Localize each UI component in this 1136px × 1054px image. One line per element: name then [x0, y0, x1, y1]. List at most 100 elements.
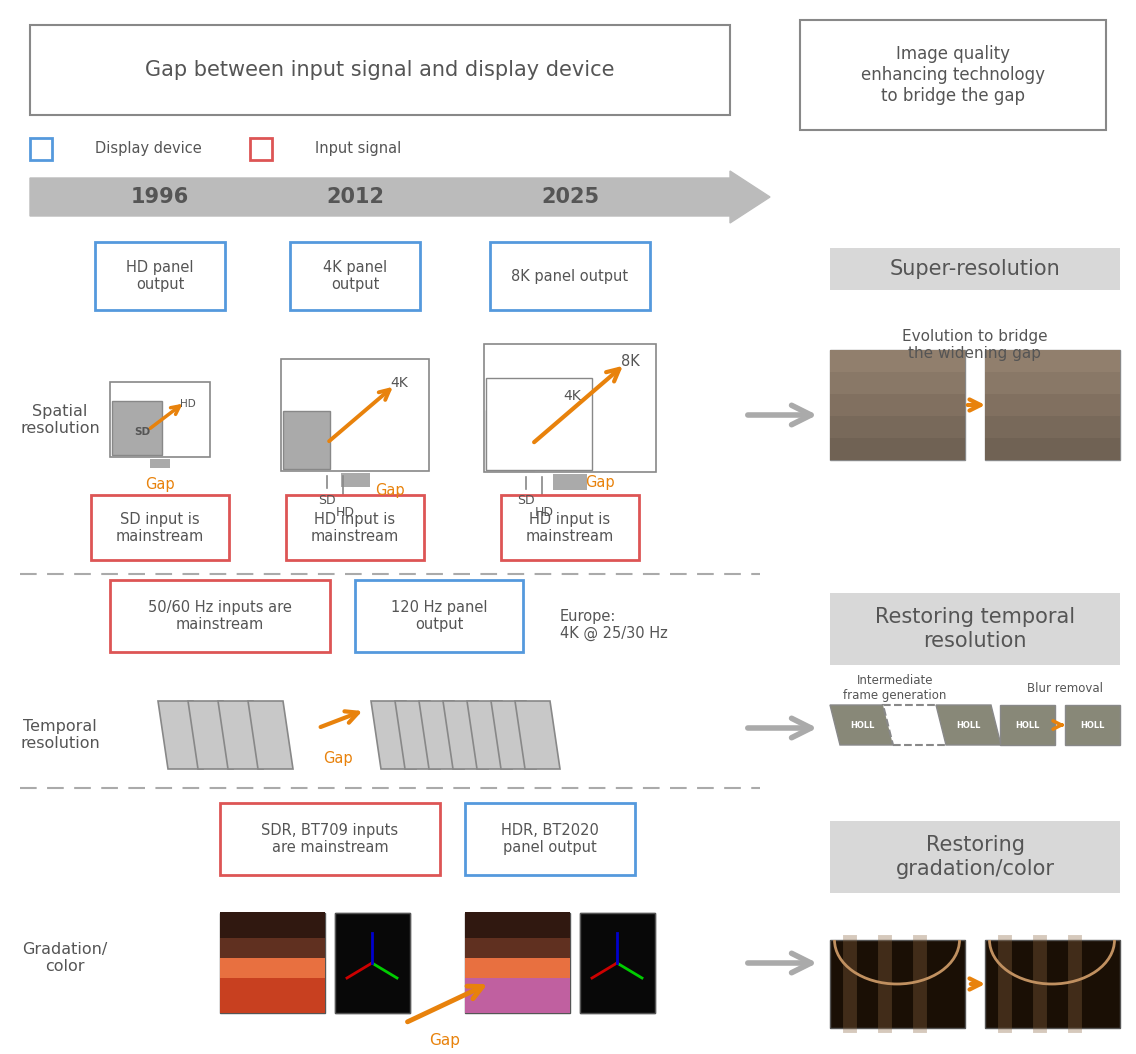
Bar	[95, 242, 225, 310]
Bar	[30, 138, 52, 160]
Text: Gap: Gap	[323, 750, 353, 765]
Bar	[830, 372, 964, 394]
Text: Display device: Display device	[95, 141, 202, 156]
Bar	[150, 458, 170, 468]
Text: Gap: Gap	[429, 1034, 460, 1049]
Bar	[281, 359, 429, 471]
Text: Temporal
resolution: Temporal resolution	[20, 719, 100, 752]
Bar	[830, 821, 1120, 893]
Bar	[220, 938, 325, 958]
Text: HOLL: HOLL	[955, 721, 980, 729]
Bar	[112, 401, 162, 455]
Bar	[830, 394, 964, 416]
Bar	[553, 474, 587, 490]
Bar	[830, 350, 964, 372]
Text: HD input is
mainstream: HD input is mainstream	[311, 512, 399, 544]
Text: HD: HD	[335, 506, 354, 519]
Text: Intermediate
frame generation: Intermediate frame generation	[843, 674, 946, 702]
Text: Spatial
resolution: Spatial resolution	[20, 404, 100, 436]
Bar	[985, 350, 1120, 372]
Bar	[465, 977, 570, 1013]
Bar	[250, 138, 272, 160]
Bar	[985, 416, 1120, 438]
Bar	[490, 242, 650, 310]
Bar	[465, 913, 570, 1013]
Bar	[465, 803, 635, 875]
Text: 8K: 8K	[620, 354, 640, 370]
Bar	[283, 411, 329, 469]
Bar	[985, 372, 1120, 394]
Text: Evolution to bridge
the widening gap: Evolution to bridge the widening gap	[902, 329, 1047, 362]
Bar	[335, 913, 410, 1013]
Bar	[985, 394, 1120, 416]
Polygon shape	[218, 701, 264, 769]
Bar	[110, 580, 329, 652]
Bar	[220, 957, 325, 978]
Bar	[486, 410, 534, 470]
Text: Gap: Gap	[585, 475, 615, 490]
Bar	[830, 248, 1120, 290]
Polygon shape	[936, 705, 1001, 745]
Text: HOLL: HOLL	[1014, 721, 1039, 729]
Text: Gap between input signal and display device: Gap between input signal and display dev…	[145, 60, 615, 80]
Bar	[486, 378, 592, 470]
Text: 4K panel
output: 4K panel output	[323, 259, 387, 292]
Bar	[335, 913, 410, 1013]
Text: SD: SD	[517, 494, 535, 507]
Text: 8K panel output: 8K panel output	[511, 269, 628, 284]
Bar	[220, 977, 325, 1013]
Text: HD: HD	[535, 507, 553, 520]
Text: SD: SD	[318, 493, 336, 507]
Bar	[985, 350, 1120, 460]
Bar	[110, 382, 210, 457]
Bar	[830, 416, 964, 438]
Polygon shape	[1000, 705, 1055, 745]
Text: Europe:
4K @ 25/30 Hz: Europe: 4K @ 25/30 Hz	[560, 609, 668, 641]
Polygon shape	[443, 701, 488, 769]
Polygon shape	[467, 701, 512, 769]
Polygon shape	[515, 701, 560, 769]
Text: Image quality
enhancing technology
to bridge the gap: Image quality enhancing technology to br…	[861, 45, 1045, 104]
Polygon shape	[371, 701, 416, 769]
Text: SDR, BT709 inputs
are mainstream: SDR, BT709 inputs are mainstream	[261, 823, 399, 855]
FancyArrow shape	[30, 171, 770, 223]
Bar	[220, 912, 325, 938]
Text: Blur removal: Blur removal	[1027, 682, 1103, 695]
Bar	[800, 20, 1106, 130]
Text: 1996: 1996	[131, 187, 189, 207]
Text: HDR, BT2020
panel output: HDR, BT2020 panel output	[501, 823, 599, 855]
Bar	[580, 913, 655, 1013]
Bar	[501, 495, 638, 560]
Text: HOLL: HOLL	[850, 721, 875, 729]
Bar	[465, 938, 570, 958]
Polygon shape	[1066, 705, 1120, 745]
Bar	[830, 593, 1120, 665]
Text: Restoring
gradation/color: Restoring gradation/color	[895, 836, 1054, 879]
Text: Gradation/
color: Gradation/ color	[23, 942, 108, 974]
Polygon shape	[883, 705, 949, 745]
Text: 2012: 2012	[326, 187, 384, 207]
Polygon shape	[248, 701, 293, 769]
Text: Gap: Gap	[145, 477, 175, 492]
Text: HD input is
mainstream: HD input is mainstream	[526, 512, 615, 544]
Text: 2025: 2025	[541, 187, 599, 207]
Bar	[354, 580, 523, 652]
Bar	[220, 913, 325, 1013]
Bar	[830, 940, 964, 1028]
Text: SD input is
mainstream: SD input is mainstream	[116, 512, 204, 544]
Bar	[830, 438, 964, 460]
Text: 4K: 4K	[563, 389, 580, 403]
Text: Input signal: Input signal	[315, 141, 401, 156]
Bar	[465, 912, 570, 938]
Text: Super-resolution: Super-resolution	[889, 259, 1060, 279]
Bar	[830, 350, 964, 460]
Polygon shape	[395, 701, 440, 769]
Polygon shape	[491, 701, 536, 769]
Text: HD panel
output: HD panel output	[126, 259, 194, 292]
Bar	[30, 25, 730, 115]
Polygon shape	[419, 701, 463, 769]
Bar	[985, 438, 1120, 460]
Polygon shape	[187, 701, 233, 769]
Text: Restoring temporal
resolution: Restoring temporal resolution	[875, 607, 1075, 650]
Text: 50/60 Hz inputs are
mainstream: 50/60 Hz inputs are mainstream	[148, 600, 292, 632]
